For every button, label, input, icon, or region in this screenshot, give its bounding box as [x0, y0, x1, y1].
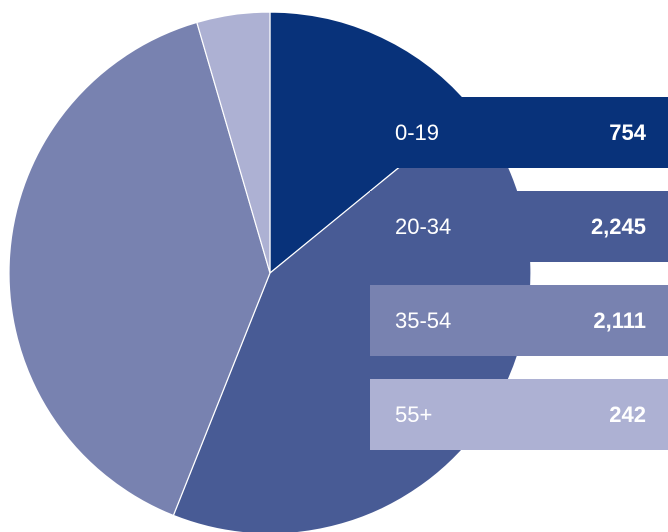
legend-item-20-34: 20-34 2,245: [370, 191, 668, 262]
pie-slice-35-54: [8, 21, 271, 517]
legend-value-20-34: 2,245: [590, 213, 646, 239]
pie-slice-55-plus: [196, 11, 271, 274]
legend-label-0-19: 0-19: [395, 119, 440, 145]
legend-item-35-54: 35-54 2,111: [370, 285, 668, 356]
legend-value-0-19: 754: [609, 119, 646, 145]
legend: 0-19 754 20-34 2,245 35-54 2,111 55+ 242: [370, 97, 668, 473]
legend-item-0-19: 0-19 754: [370, 97, 668, 168]
legend-value-35-54: 2,111: [593, 307, 646, 333]
legend-item-55-plus: 55+ 242: [370, 379, 668, 450]
legend-value-55-plus: 242: [609, 401, 646, 427]
legend-label-20-34: 20-34: [395, 213, 452, 239]
legend-label-35-54: 35-54: [395, 307, 452, 333]
legend-label-55-plus: 55+: [395, 401, 433, 427]
